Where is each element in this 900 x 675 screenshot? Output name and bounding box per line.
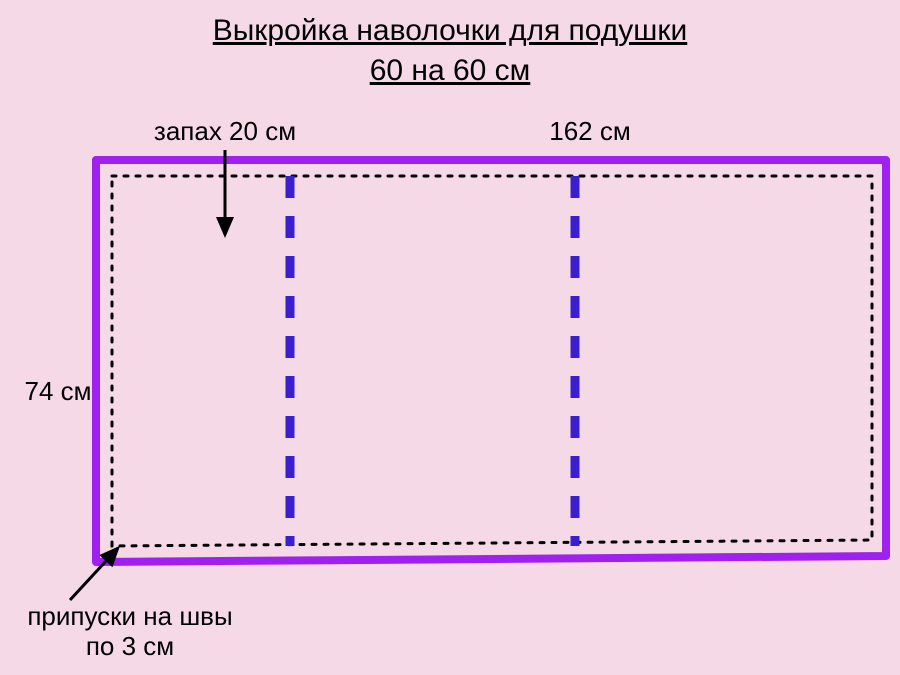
flap-label: запах 20 см bbox=[154, 116, 296, 146]
height-label: 74 см bbox=[24, 376, 91, 406]
background bbox=[0, 0, 900, 675]
width-label: 162 см bbox=[549, 116, 630, 146]
title-line2: 60 на 60 см bbox=[370, 54, 531, 87]
seam-label-line2: по 3 см bbox=[86, 631, 174, 661]
seam-label-line1: припуски на швы bbox=[27, 601, 232, 631]
title-line1: Выкройка наволочки для подушки bbox=[213, 14, 688, 47]
